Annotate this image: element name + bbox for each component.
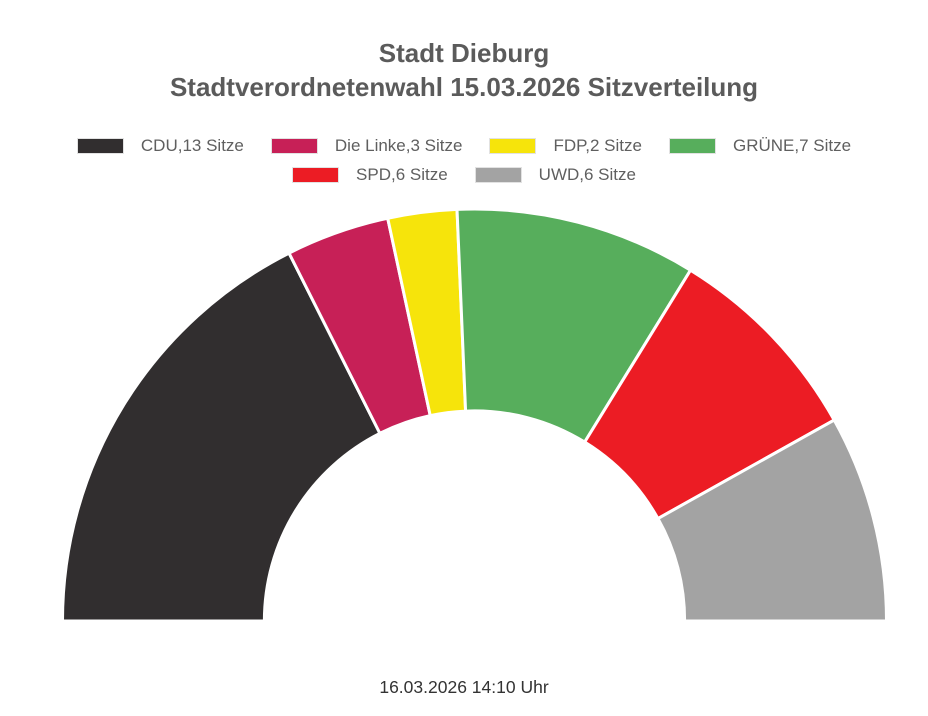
chart-title-block: Stadt Dieburg Stadtverordnetenwahl 15.03… xyxy=(0,36,928,104)
legend-label-die-linke: Die Linke,3 Sitze xyxy=(334,136,463,155)
legend-row: CDU,13 Sitze Die Linke,3 Sitze FDP,2 Sitze… xyxy=(76,136,852,156)
legend-swatch-fdp[interactable] xyxy=(489,138,537,154)
chart-title: Stadt Dieburg xyxy=(378,38,550,68)
legend-label-grune: GRÜNE,7 Sitze xyxy=(732,136,852,155)
legend-label-fdp: FDP,2 Sitze xyxy=(553,136,642,155)
segment-cdu[interactable] xyxy=(60,251,382,623)
legend-swatch-spd[interactable] xyxy=(292,167,340,183)
legend-swatch-grune[interactable] xyxy=(668,138,716,154)
segment-uwd[interactable] xyxy=(655,418,889,623)
legend-row: SPD,6 Sitze UWD,6 Sitze xyxy=(292,165,636,185)
half-donut-chart xyxy=(60,207,889,623)
legend-item-die-linke[interactable]: Die Linke,3 Sitze xyxy=(270,136,463,156)
legend-swatch-uwd[interactable] xyxy=(474,167,522,183)
chart-legend: CDU,13 Sitze Die Linke,3 Sitze FDP,2 Sitze… xyxy=(0,136,928,185)
legend-label-spd: SPD,6 Sitze xyxy=(356,165,448,184)
legend-item-uwd[interactable]: UWD,6 Sitze xyxy=(474,165,636,185)
legend-item-spd[interactable]: SPD,6 Sitze xyxy=(292,165,448,185)
legend-item-fdp[interactable]: FDP,2 Sitze xyxy=(489,136,642,156)
timestamp-label: 16.03.2026 14:10 Uhr xyxy=(379,677,549,697)
legend-item-grune[interactable]: GRÜNE,7 Sitze xyxy=(668,136,852,156)
legend-swatch-die-linke[interactable] xyxy=(270,138,318,154)
chart-subtitle: Stadtverordnetenwahl 15.03.2026 Sitzvert… xyxy=(169,72,759,102)
legend-swatch-cdu[interactable] xyxy=(76,138,124,154)
legend-label-cdu: CDU,13 Sitze xyxy=(140,136,244,155)
legend-item-cdu[interactable]: CDU,13 Sitze xyxy=(76,136,244,156)
legend-label-uwd: UWD,6 Sitze xyxy=(538,165,636,184)
